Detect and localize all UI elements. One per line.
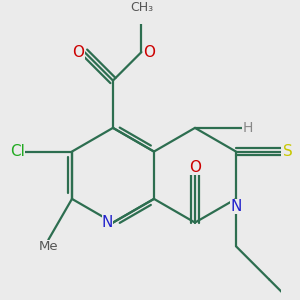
Text: Me: Me — [38, 240, 58, 253]
Text: N: N — [102, 215, 113, 230]
Text: N: N — [230, 199, 242, 214]
Text: S: S — [283, 144, 293, 159]
Text: CH₃: CH₃ — [130, 1, 153, 14]
Text: H: H — [242, 121, 253, 135]
Text: Cl: Cl — [10, 144, 25, 159]
Text: O: O — [143, 45, 155, 60]
Text: O: O — [189, 160, 201, 175]
Text: O: O — [73, 45, 85, 60]
